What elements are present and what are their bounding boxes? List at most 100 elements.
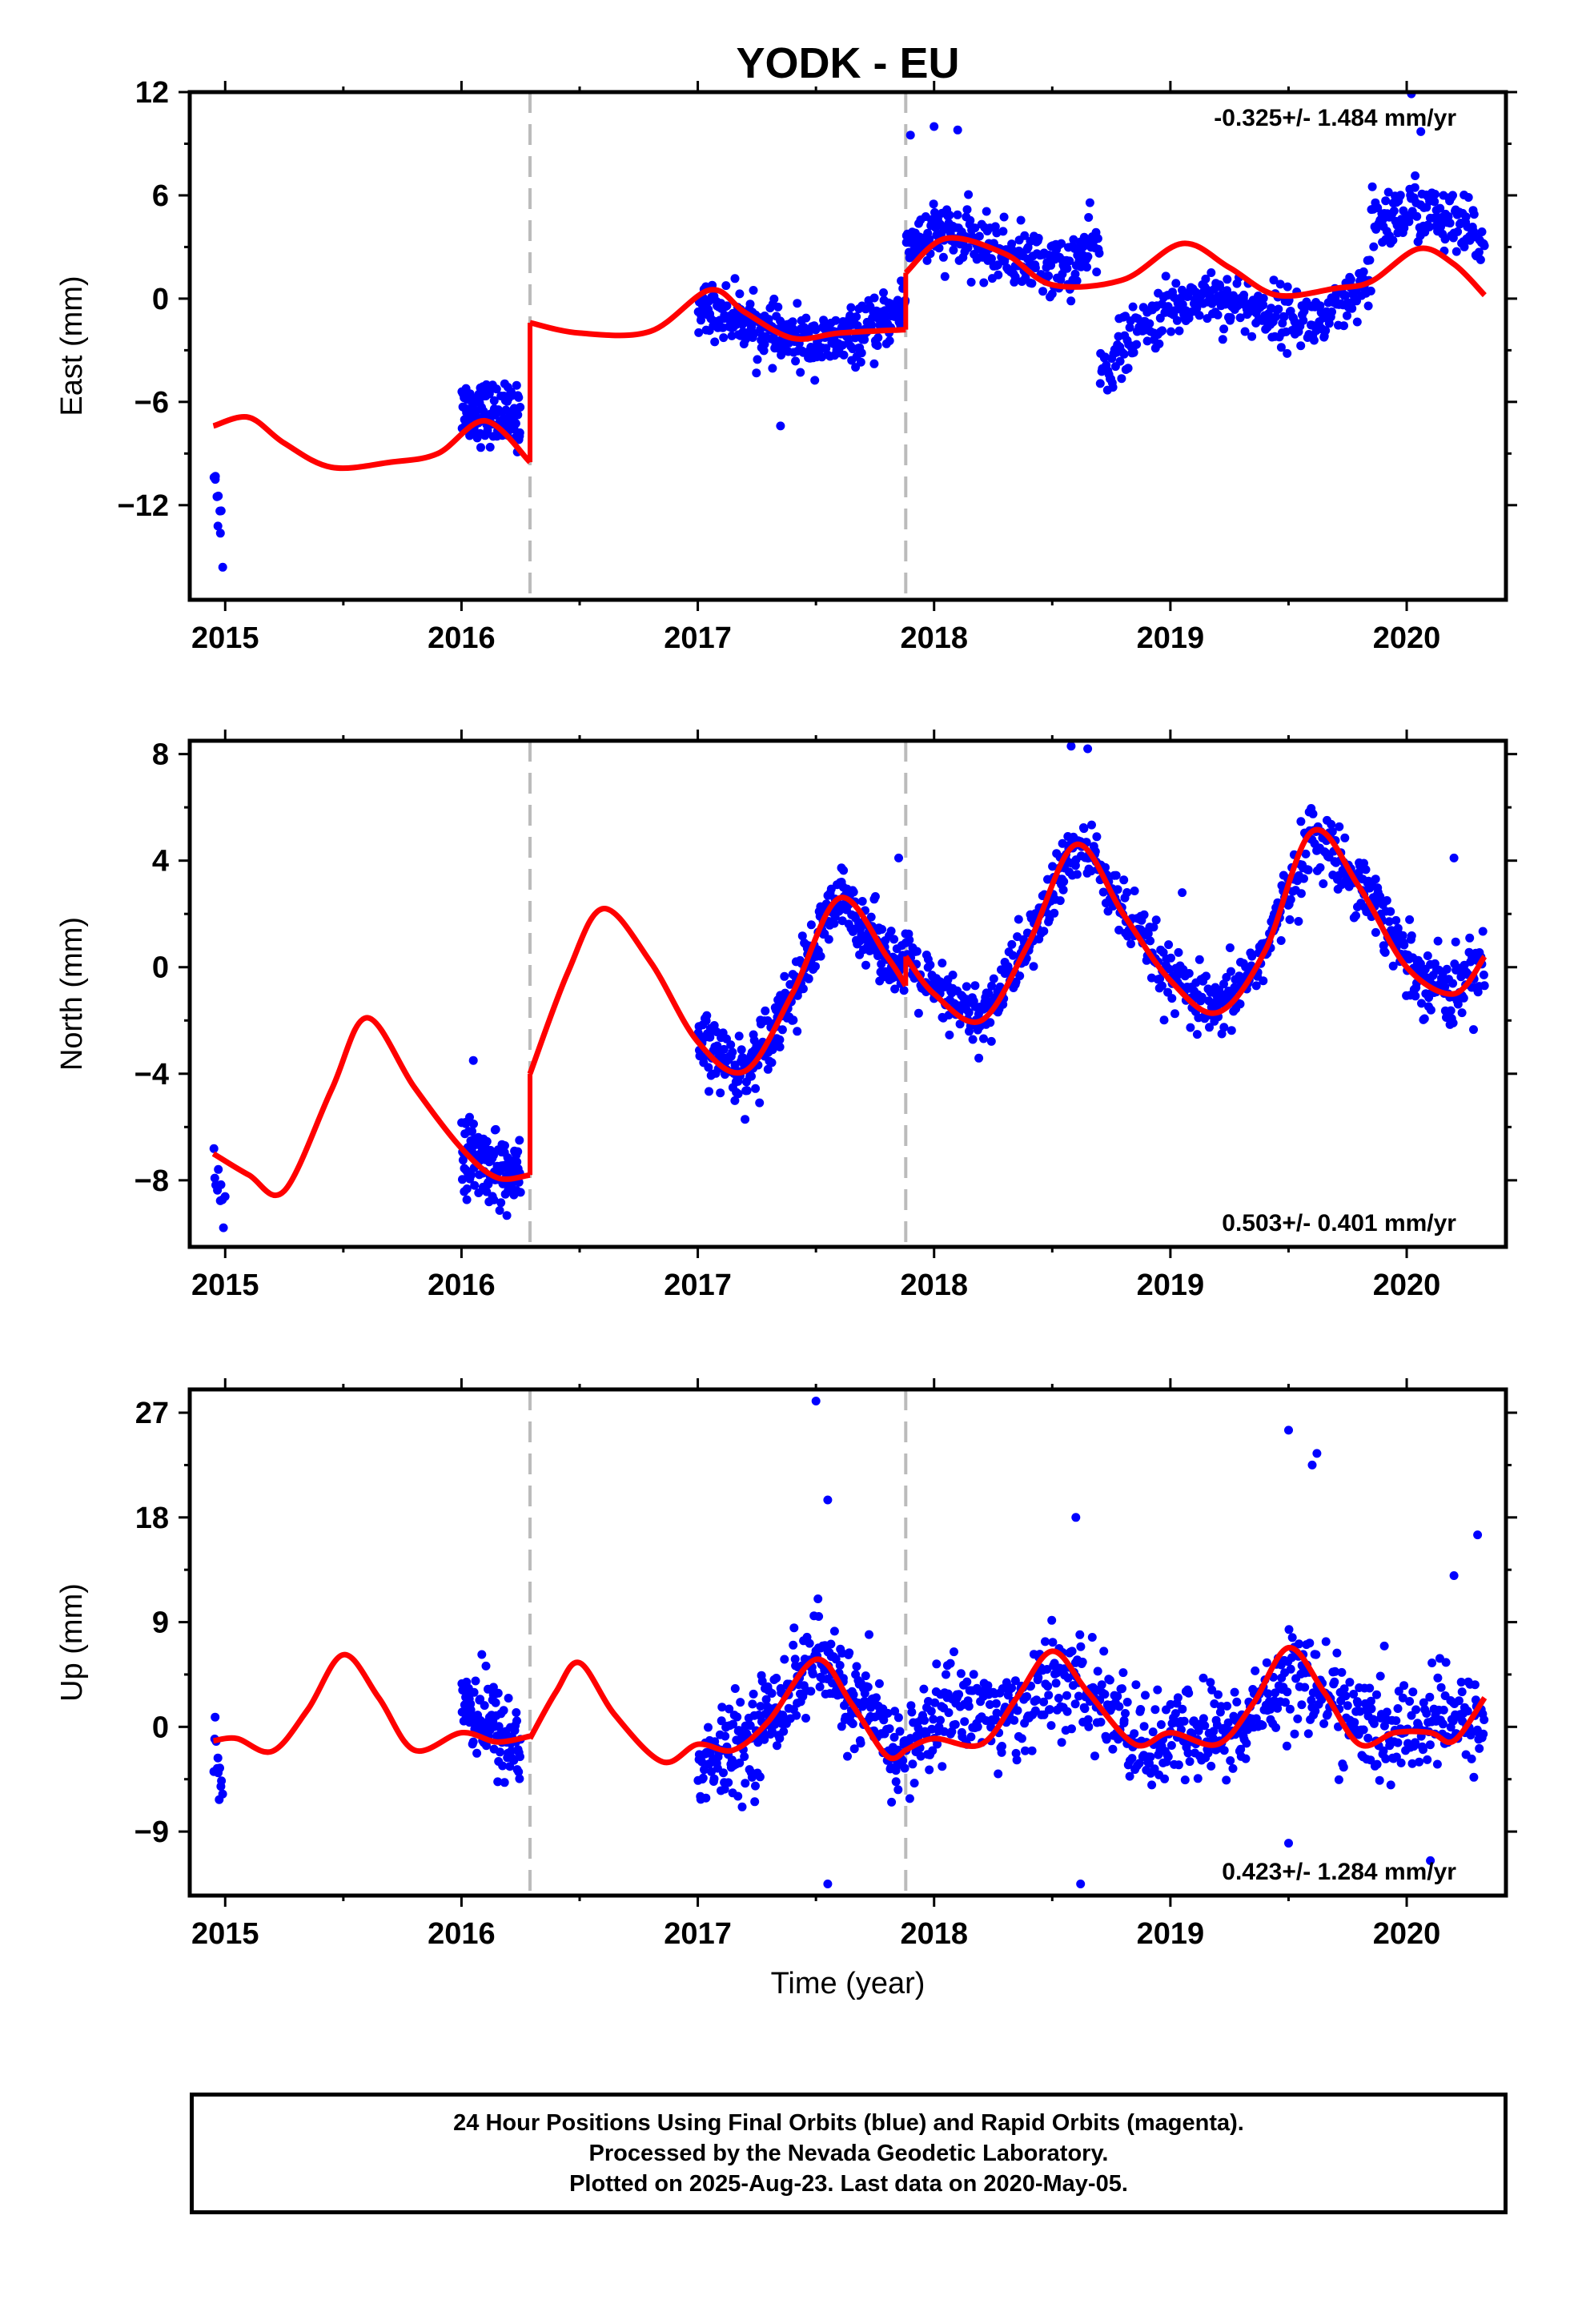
point-up-620	[1041, 1637, 1050, 1647]
point-up-186	[729, 1719, 738, 1729]
point-north-585	[987, 981, 997, 991]
point-north-1209	[1480, 981, 1489, 991]
point-up-124	[512, 1716, 521, 1726]
point-east-1204	[1476, 255, 1485, 264]
point-up-484	[928, 1746, 938, 1755]
point-up-40	[471, 1676, 480, 1686]
point-north-825	[1174, 947, 1183, 957]
point-east-736	[1100, 352, 1110, 362]
point-north-1053	[1361, 865, 1371, 875]
point-east-568	[974, 231, 984, 241]
point-east-639	[1027, 279, 1037, 288]
point-up-874	[1251, 1666, 1260, 1675]
point-up-1021	[1372, 1690, 1381, 1699]
point-east-426	[873, 333, 883, 343]
point-east-1183	[1460, 242, 1469, 251]
point-up-435	[890, 1707, 900, 1716]
point-up-863	[1241, 1754, 1251, 1763]
point-east-133	[513, 410, 523, 420]
point-east-858	[1201, 274, 1211, 283]
point-east-1174	[1453, 227, 1463, 236]
point-up-382	[856, 1739, 865, 1748]
point-east-879	[1218, 335, 1227, 344]
point-up-610	[1032, 1695, 1042, 1705]
point-east-1063	[1369, 242, 1379, 251]
point-north-726	[1092, 832, 1102, 842]
point-up-511	[950, 1719, 960, 1729]
point-up-518	[956, 1669, 966, 1679]
point-east-420	[869, 293, 879, 303]
point-east-391	[852, 312, 861, 321]
point-north-21	[462, 1195, 472, 1204]
point-east-223	[745, 300, 755, 309]
ytick-label-up-1: 18	[135, 1502, 169, 1535]
xlabel: Time (year)	[771, 1967, 926, 2000]
point-up-1145	[1475, 1743, 1484, 1753]
point-north-1113	[1407, 931, 1416, 940]
point-up-61	[481, 1661, 491, 1671]
point-up-753	[1150, 1705, 1160, 1715]
point-north-983	[1303, 865, 1313, 875]
ytick-label-east-4: −12	[118, 489, 169, 523]
point-up-662	[1075, 1630, 1085, 1639]
point-up-927	[1295, 1639, 1303, 1649]
point-up-707	[1113, 1691, 1122, 1701]
point-north-734	[1098, 887, 1108, 897]
point-up-1158	[1449, 1571, 1459, 1580]
point-up-1046	[1393, 1738, 1403, 1747]
point-up-180	[725, 1704, 734, 1714]
point-up-1064	[1407, 1759, 1417, 1768]
point-up-280	[789, 1623, 799, 1633]
point-up-216	[748, 1699, 757, 1709]
point-up-440	[893, 1785, 903, 1795]
point-up-470	[916, 1751, 926, 1761]
point-up-1045	[1391, 1752, 1401, 1762]
point-north-316	[804, 974, 813, 983]
point-up-49	[476, 1695, 485, 1704]
point-up-157	[709, 1774, 719, 1783]
point-north-205	[734, 1031, 744, 1041]
ytick-label-up-0: 27	[135, 1397, 169, 1430]
point-up-983	[1341, 1691, 1351, 1701]
xtick-label-north-1: 2016	[428, 1269, 496, 1302]
point-up-459	[907, 1707, 917, 1717]
point-east-759	[1119, 349, 1129, 359]
point-east-788	[1142, 336, 1152, 346]
point-up-505	[946, 1659, 955, 1668]
point-north-560	[968, 1035, 978, 1044]
footer-line-processed: Processed by the Nevada Geodetic Laborat…	[588, 2141, 1109, 2166]
point-up-708	[1114, 1735, 1123, 1744]
point-north-584	[986, 1036, 996, 1046]
point-east-941	[1269, 275, 1279, 285]
point-up-43	[472, 1748, 482, 1758]
point-up-467	[913, 1723, 923, 1733]
point-north-920	[1251, 981, 1261, 991]
point-up-265	[780, 1655, 789, 1664]
point-up-586	[1012, 1755, 1022, 1765]
point-up-922	[1290, 1729, 1299, 1739]
point-up-530	[966, 1732, 976, 1742]
point-east-425	[873, 341, 882, 350]
point-up-62	[482, 1741, 491, 1751]
point-up-482	[926, 1707, 936, 1716]
point-up-912	[1282, 1741, 1291, 1751]
point-north-583	[986, 1018, 995, 1027]
point-north-528	[945, 1030, 954, 1039]
point-north-542	[955, 1019, 965, 1029]
points-north	[209, 742, 1489, 1232]
point-north-772	[1130, 887, 1139, 895]
point-north-209	[737, 1045, 746, 1055]
model-curve-east-2	[903, 235, 1487, 300]
point-east-600	[998, 227, 1008, 236]
point-east-180	[719, 333, 729, 343]
xtick-label-north-3: 2018	[900, 1269, 968, 1302]
point-up-10	[217, 1776, 227, 1786]
point-up-169	[717, 1703, 727, 1712]
point-up-720	[1122, 1698, 1132, 1707]
point-north-1157	[1440, 982, 1450, 991]
point-up-567	[997, 1747, 1006, 1757]
point-up-598	[1022, 1692, 1032, 1701]
xtick-label-up-1: 2016	[428, 1917, 496, 1951]
point-up-53	[477, 1650, 487, 1659]
point-east-766	[1125, 323, 1134, 332]
